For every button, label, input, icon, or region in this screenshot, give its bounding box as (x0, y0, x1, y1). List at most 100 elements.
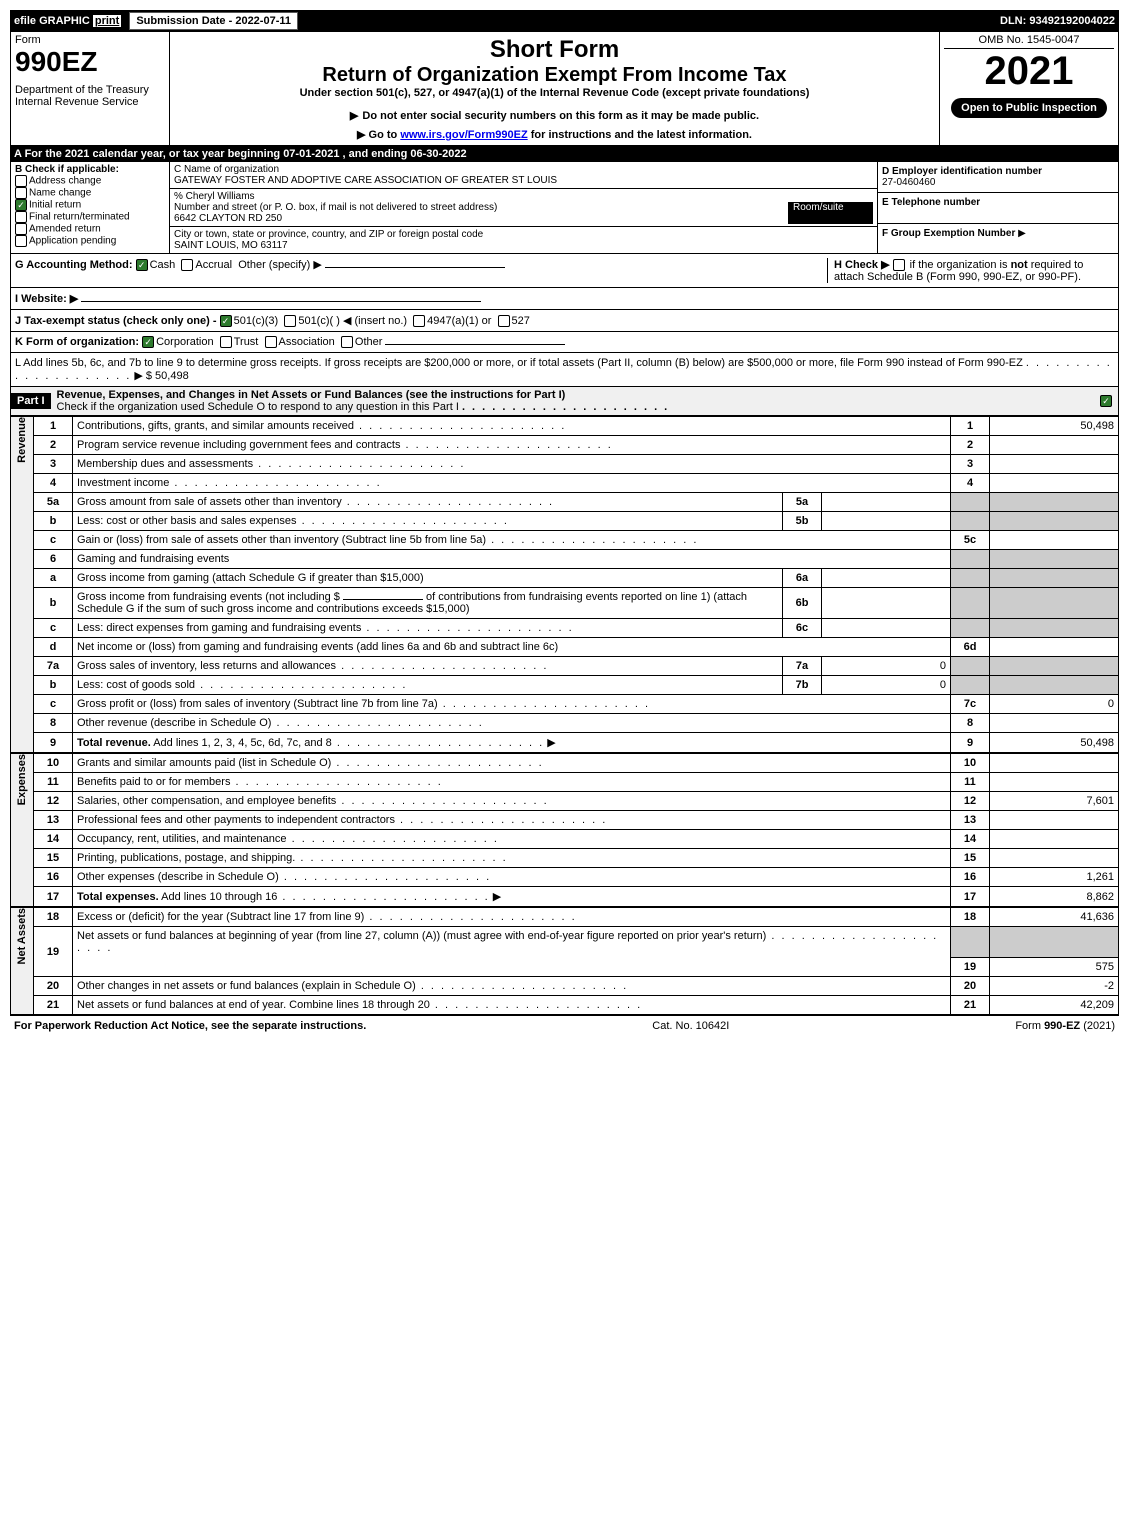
section-h: H Check ▶ if the organization is not req… (827, 258, 1114, 283)
section-i: I Website: ▶ (10, 288, 1119, 310)
section-g: G Accounting Method: Cash Accrual Other … (15, 258, 827, 283)
l-text: L Add lines 5b, 6c, and 7b to line 9 to … (15, 357, 1023, 369)
ssn-warning: Do not enter social security numbers on … (174, 109, 935, 122)
dots-icon (462, 401, 669, 413)
ein-label: D Employer identification number (882, 166, 1114, 177)
section-j: J Tax-exempt status (check only one) - 5… (10, 310, 1119, 332)
ein-row: D Employer identification number 27-0460… (878, 162, 1118, 193)
table-row: 11Benefits paid to or for members11 (34, 773, 1119, 792)
check-cash[interactable] (136, 259, 148, 271)
section-c: C Name of organization GATEWAY FOSTER AN… (170, 162, 878, 253)
check-amended-return[interactable]: Amended return (15, 223, 165, 235)
table-row: 21Net assets or fund balances at end of … (34, 995, 1119, 1014)
table-row: 2Program service revenue including gover… (34, 436, 1119, 455)
group-exemption-row: F Group Exemption Number ▶ (878, 224, 1118, 243)
tax-year: 2021 (944, 49, 1114, 94)
part-i-title: Revenue, Expenses, and Changes in Net As… (51, 387, 1096, 415)
check-other-org[interactable] (341, 336, 353, 348)
g-label: G Accounting Method: (15, 259, 133, 271)
ein-value: 27-0460460 (882, 177, 1114, 188)
return-title: Return of Organization Exempt From Incom… (174, 64, 935, 87)
table-row: 4Investment income4 (34, 474, 1119, 493)
org-name-row: C Name of organization GATEWAY FOSTER AN… (170, 162, 877, 189)
header-middle: Short Form Return of Organization Exempt… (170, 32, 939, 145)
table-row: bLess: cost of goods sold7b0 (34, 676, 1119, 695)
form-number: 990EZ (15, 46, 165, 78)
city-label: City or town, state or province, country… (174, 229, 873, 240)
check-schedule-o[interactable] (1100, 395, 1112, 407)
arrow-icon: ▶ (1018, 228, 1026, 239)
check-address-change[interactable]: Address change (15, 175, 165, 187)
org-name-label: C Name of organization (174, 164, 873, 175)
paperwork-notice: For Paperwork Reduction Act Notice, see … (14, 1020, 366, 1032)
check-initial-return[interactable]: Initial return (15, 199, 165, 211)
street-label: Number and street (or P. O. box, if mail… (174, 202, 497, 213)
table-row: aGross income from gaming (attach Schedu… (34, 569, 1119, 588)
revenue-tab: Revenue (10, 416, 33, 753)
check-final-return[interactable]: Final return/terminated (15, 211, 165, 223)
netassets-tab: Net Assets (10, 907, 33, 1015)
room-label: Room/suite (788, 202, 873, 224)
group-exemption-label: F Group Exemption Number (882, 228, 1015, 239)
table-row: dNet income or (loss) from gaming and fu… (34, 638, 1119, 657)
table-row: bGross income from fundraising events (n… (34, 588, 1119, 619)
part-i-label: Part I (11, 393, 51, 409)
table-row: 16Other expenses (describe in Schedule O… (34, 868, 1119, 887)
section-l: L Add lines 5b, 6c, and 7b to line 9 to … (10, 353, 1119, 387)
submission-date: Submission Date - 2022-07-11 (129, 12, 298, 30)
short-form-title: Short Form (174, 36, 935, 64)
check-association[interactable] (265, 336, 277, 348)
section-de: D Employer identification number 27-0460… (878, 162, 1118, 253)
efile-label: efile GRAPHIC (14, 15, 90, 27)
check-trust[interactable] (220, 336, 232, 348)
revenue-section: Revenue 1Contributions, gifts, grants, a… (10, 416, 1119, 753)
table-row: 19Net assets or fund balances at beginni… (34, 927, 1119, 958)
table-row: 7aGross sales of inventory, less returns… (34, 657, 1119, 676)
table-row: cGross profit or (loss) from sales of in… (34, 695, 1119, 714)
cat-no: Cat. No. 10642I (652, 1020, 729, 1032)
info-grid: B Check if applicable: Address change Na… (10, 162, 1119, 254)
j-label: J Tax-exempt status (check only one) - (15, 315, 220, 327)
print-link[interactable]: print (93, 15, 121, 27)
table-row: 20Other changes in net assets or fund ba… (34, 976, 1119, 995)
table-row: 15Printing, publications, postage, and s… (34, 849, 1119, 868)
check-name-change[interactable]: Name change (15, 187, 165, 199)
org-name: GATEWAY FOSTER AND ADOPTIVE CARE ASSOCIA… (174, 175, 873, 186)
table-row: 14Occupancy, rent, utilities, and mainte… (34, 830, 1119, 849)
check-501c3[interactable] (220, 315, 232, 327)
dept-treasury: Department of the Treasury (15, 84, 165, 96)
table-row: bLess: cost or other basis and sales exp… (34, 512, 1119, 531)
revenue-table: 1Contributions, gifts, grants, and simil… (33, 416, 1119, 753)
check-4947[interactable] (413, 315, 425, 327)
section-b: B Check if applicable: Address change Na… (11, 162, 170, 253)
goto-note: ▶ Go to www.irs.gov/Form990EZ for instru… (174, 128, 935, 141)
check-527[interactable] (498, 315, 510, 327)
table-row: 6Gaming and fundraising events (34, 550, 1119, 569)
table-row: 17Total expenses. Add lines 10 through 1… (34, 887, 1119, 907)
top-bar: efile GRAPHIC print Submission Date - 20… (10, 10, 1119, 32)
header-right: OMB No. 1545-0047 2021 Open to Public In… (939, 32, 1118, 145)
table-row: 12Salaries, other compensation, and empl… (34, 792, 1119, 811)
city-value: SAINT LOUIS, MO 63117 (174, 240, 873, 251)
table-row: 19575 (34, 957, 1119, 976)
netassets-table: 18Excess or (deficit) for the year (Subt… (33, 907, 1119, 1015)
check-h[interactable] (893, 259, 905, 271)
return-subtitle: Under section 501(c), 527, or 4947(a)(1)… (174, 87, 935, 99)
table-row: 10Grants and similar amounts paid (list … (34, 754, 1119, 773)
expenses-tab: Expenses (10, 753, 33, 907)
dln: DLN: 93492192004022 (1000, 15, 1115, 27)
part-i-header: Part I Revenue, Expenses, and Changes in… (10, 387, 1119, 416)
street: 6642 CLAYTON RD 250 (174, 213, 282, 224)
check-accrual[interactable] (181, 259, 193, 271)
section-a: A For the 2021 calendar year, or tax yea… (10, 146, 1119, 162)
table-row: 9Total revenue. Add lines 1, 2, 3, 4, 5c… (34, 733, 1119, 753)
irs-link[interactable]: www.irs.gov/Form990EZ (400, 129, 527, 141)
check-application-pending[interactable]: Application pending (15, 235, 165, 247)
check-corporation[interactable] (142, 336, 154, 348)
phone-label: E Telephone number (882, 197, 1114, 208)
table-row: 1Contributions, gifts, grants, and simil… (34, 417, 1119, 436)
h-label: H Check ▶ (834, 259, 890, 271)
irs-label: Internal Revenue Service (15, 96, 165, 108)
city-row: City or town, state or province, country… (170, 227, 877, 253)
check-501c[interactable] (284, 315, 296, 327)
